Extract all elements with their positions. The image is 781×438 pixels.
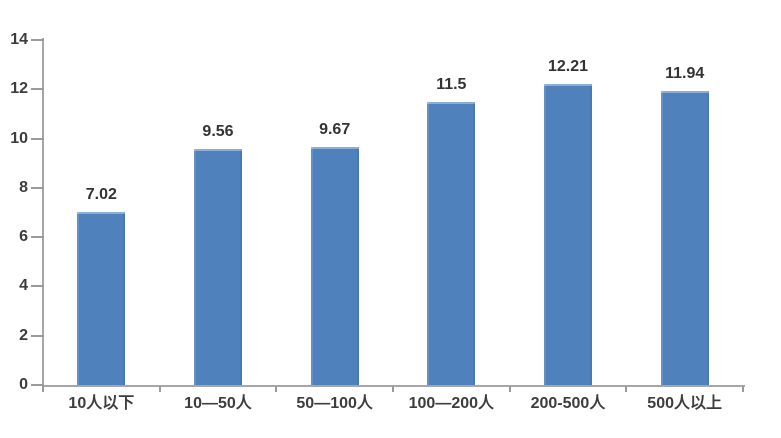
x-axis-category-label: 200-500人	[530, 395, 606, 412]
x-axis-tick	[42, 386, 44, 392]
y-axis-tick-label: 0	[19, 376, 28, 393]
y-axis-tick	[31, 39, 44, 41]
bar-value-label: 11.5	[436, 75, 467, 93]
bar	[310, 146, 359, 385]
bar-value-label: 9.56	[202, 123, 234, 141]
x-axis-tick	[625, 386, 628, 392]
y-axis-tick	[31, 285, 44, 288]
y-axis-tick-label: 10	[10, 129, 28, 147]
bar	[427, 101, 476, 385]
x-axis-tick	[742, 386, 744, 392]
y-axis-tick	[31, 236, 44, 239]
y-axis-tick-label: 12	[10, 80, 28, 98]
x-axis-tick	[508, 386, 511, 392]
y-axis-tick-label: 2	[19, 326, 28, 344]
y-axis-tick	[31, 137, 44, 140]
x-axis-category-label: 10人以下	[68, 395, 135, 412]
x-axis-category-label: 50—100人	[296, 395, 373, 412]
x-axis-category-label: 10—50人	[184, 395, 252, 412]
y-axis-tick	[31, 384, 44, 386]
y-axis-line	[42, 38, 44, 387]
x-axis-tick	[275, 386, 278, 392]
y-axis-tick-label: 8	[19, 178, 28, 196]
bar	[544, 84, 592, 385]
bar-value-label: 9.67	[319, 120, 351, 138]
bar-value-label: 12.21	[547, 58, 589, 76]
y-axis-tick-label: 6	[19, 228, 28, 246]
x-axis-tick	[158, 386, 161, 392]
y-axis-tick-label: 4	[19, 277, 28, 295]
y-axis-tick	[31, 334, 44, 337]
bar	[660, 90, 709, 385]
x-axis-category-label: 100—200人	[408, 395, 495, 412]
bar	[194, 149, 242, 385]
y-axis-tick	[31, 186, 44, 189]
y-axis-tick	[31, 88, 44, 91]
bar-value-label: 11.94	[665, 64, 705, 82]
bar	[77, 212, 126, 385]
x-axis-tick	[392, 386, 394, 392]
x-axis-category-label: 500人以上	[647, 395, 722, 412]
y-axis-tick-label: 14	[10, 31, 28, 48]
bar-value-label: 7.02	[85, 186, 117, 203]
